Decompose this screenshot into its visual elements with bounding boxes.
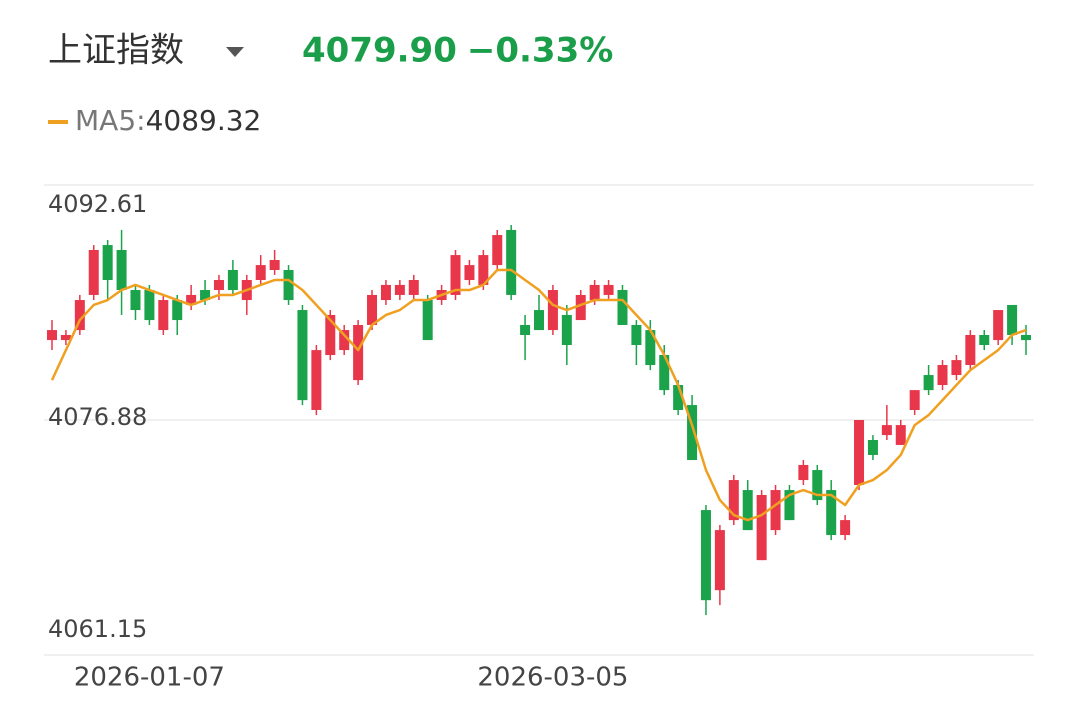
ma-line — [50, 268, 1027, 522]
candle-body — [520, 324, 531, 335]
candle-body — [60, 334, 71, 341]
candle-body — [881, 425, 892, 436]
candle-body — [506, 229, 517, 295]
candle-body — [144, 290, 155, 321]
price: 4079.90 — [302, 31, 457, 71]
candle-body — [283, 270, 294, 301]
candle-body — [339, 330, 350, 351]
candle-body — [840, 520, 851, 536]
candle-body — [923, 375, 934, 391]
candle-body — [784, 490, 795, 521]
candle-body — [74, 300, 85, 331]
candle-body — [172, 300, 183, 321]
candle-body — [534, 310, 544, 331]
candle-body — [464, 265, 475, 281]
candle-body — [353, 324, 364, 381]
candle-body — [951, 360, 962, 376]
candle-body — [979, 334, 990, 346]
candle-body — [367, 294, 378, 325]
candle-body — [589, 284, 600, 301]
change: −0.33% — [467, 31, 613, 71]
candle-body — [311, 350, 322, 410]
candle-body — [269, 259, 280, 271]
candle-body — [687, 405, 698, 461]
x-tick-label: 2026-03-05 — [477, 663, 628, 693]
candle-body — [255, 265, 266, 281]
dropdown-arrow[interactable] — [226, 47, 244, 57]
candle-body — [213, 280, 224, 291]
candle-body — [659, 355, 670, 391]
candle-body — [770, 490, 781, 531]
candle-body — [102, 245, 113, 281]
candle-body — [297, 310, 308, 401]
candle-body — [673, 385, 684, 410]
candle-body — [547, 290, 558, 331]
candle-body — [394, 284, 405, 295]
candle-body — [645, 330, 656, 366]
candle-body — [1021, 334, 1031, 341]
candle-body — [756, 494, 767, 561]
candle-body — [200, 290, 211, 301]
candle-body — [965, 334, 976, 366]
candle-body — [700, 510, 711, 601]
candle-body — [186, 294, 197, 305]
candle-body — [993, 310, 1004, 341]
index-title[interactable]: 上证指数 — [48, 31, 184, 71]
candle-body — [478, 255, 489, 285]
ma-name: MA5: — [75, 104, 146, 137]
candle-body — [561, 314, 572, 346]
candle-body — [492, 235, 503, 266]
x-tick-label: 2026-01-07 — [74, 663, 225, 693]
candle-body — [1007, 304, 1018, 335]
candle-body — [380, 284, 391, 301]
candle-body — [895, 425, 906, 445]
candle-body — [47, 330, 57, 341]
candle-body — [130, 290, 141, 311]
candle-body — [158, 300, 169, 331]
candle-body — [603, 284, 614, 295]
y-tick-label: 4076.88 — [48, 403, 147, 431]
candle-body — [88, 249, 99, 295]
price-text: 4079.90 −0.33% — [302, 31, 613, 71]
candle-body — [227, 270, 238, 291]
candle-body — [617, 290, 628, 325]
candle-body — [937, 365, 948, 386]
candle-body — [631, 324, 642, 346]
candle-body — [798, 464, 809, 481]
candle-body — [854, 420, 865, 485]
candle-body — [728, 480, 739, 521]
candle-body — [742, 490, 753, 531]
candle-body — [867, 440, 878, 455]
candle-body — [575, 294, 586, 321]
candle-body — [116, 249, 127, 291]
candle-body — [408, 280, 419, 295]
candle-body — [422, 300, 433, 341]
candle-body — [826, 490, 837, 536]
candle-body — [714, 530, 725, 591]
candle-body — [450, 255, 461, 295]
ma-legend: MA5:4089.32 — [75, 104, 261, 137]
y-tick-label: 4061.15 — [48, 615, 147, 643]
y-tick-label: 4092.61 — [48, 190, 147, 218]
candle-body — [909, 390, 920, 410]
ma-value: 4089.32 — [146, 104, 262, 137]
candle-body — [812, 470, 823, 501]
candle-body — [325, 314, 336, 356]
